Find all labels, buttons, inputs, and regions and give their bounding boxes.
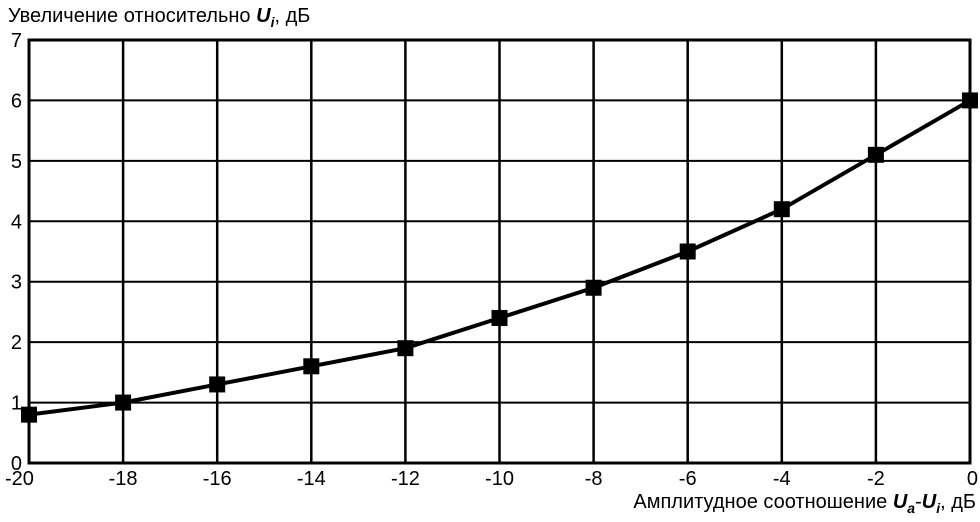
- data-point-marker: [491, 309, 508, 326]
- x-axis-title-var2-sub: i: [936, 500, 941, 516]
- data-point-marker: [115, 394, 132, 411]
- x-axis-title-var1-sub: a: [907, 500, 915, 516]
- y-tick-label: 1: [11, 393, 22, 415]
- y-tick-labels: 0 1 2 3 4 5 6 7: [11, 30, 22, 475]
- y-axis-title-var-sub: i: [271, 14, 276, 30]
- x-axis-title-var2: U: [922, 491, 937, 513]
- x-tick-label: -16: [203, 468, 232, 490]
- y-tick-label: 6: [11, 90, 22, 112]
- y-tick-label: 5: [11, 151, 22, 173]
- y-tick-label: 7: [11, 30, 22, 52]
- x-axis-title-suffix: , дБ: [940, 491, 976, 513]
- data-point-marker: [397, 340, 414, 357]
- x-tick-label: -6: [679, 468, 697, 490]
- series-group: [21, 92, 978, 423]
- x-axis-title-prefix: Амплитудное соотношение: [633, 491, 892, 513]
- data-point-marker: [773, 201, 790, 218]
- x-tick-label: -4: [773, 468, 791, 490]
- y-axis-title-var: U: [256, 5, 271, 27]
- x-axis-title-var1: U: [893, 491, 908, 513]
- x-tick-label: -8: [585, 468, 603, 490]
- data-point-marker: [867, 146, 884, 163]
- x-tick-label: -18: [109, 468, 138, 490]
- data-point-marker: [585, 279, 602, 296]
- x-tick-label: -10: [485, 468, 514, 490]
- x-axis-title-dash: -: [915, 491, 922, 513]
- x-axis-title: Амплитудное соотношение Ua-Ui, дБ: [633, 491, 976, 516]
- data-point-marker: [679, 243, 696, 260]
- data-point-marker: [303, 358, 320, 375]
- x-tick-label: -20: [5, 468, 34, 490]
- x-tick-label: -14: [297, 468, 326, 490]
- y-tick-label: 3: [11, 272, 22, 294]
- x-tick-label: -12: [391, 468, 420, 490]
- data-point-marker: [962, 92, 978, 109]
- y-axis-title: Увеличение относительно Ui, дБ: [8, 5, 310, 30]
- data-point-marker: [21, 406, 37, 423]
- x-tick-label: 0: [967, 468, 978, 490]
- y-tick-label: 2: [11, 332, 22, 354]
- x-tick-label: -2: [867, 468, 885, 490]
- y-axis-title-suffix: , дБ: [274, 5, 310, 27]
- data-point-marker: [209, 376, 226, 393]
- plot-frame: [27, 38, 972, 465]
- y-axis-title-prefix: Увеличение относительно: [8, 5, 256, 27]
- x-tick-labels: -20 -18 -16 -14 -12 -10 -8 -6 -4 -2 0: [5, 468, 978, 490]
- y-tick-label: 4: [11, 211, 22, 233]
- y-tick-label: 0: [11, 453, 22, 475]
